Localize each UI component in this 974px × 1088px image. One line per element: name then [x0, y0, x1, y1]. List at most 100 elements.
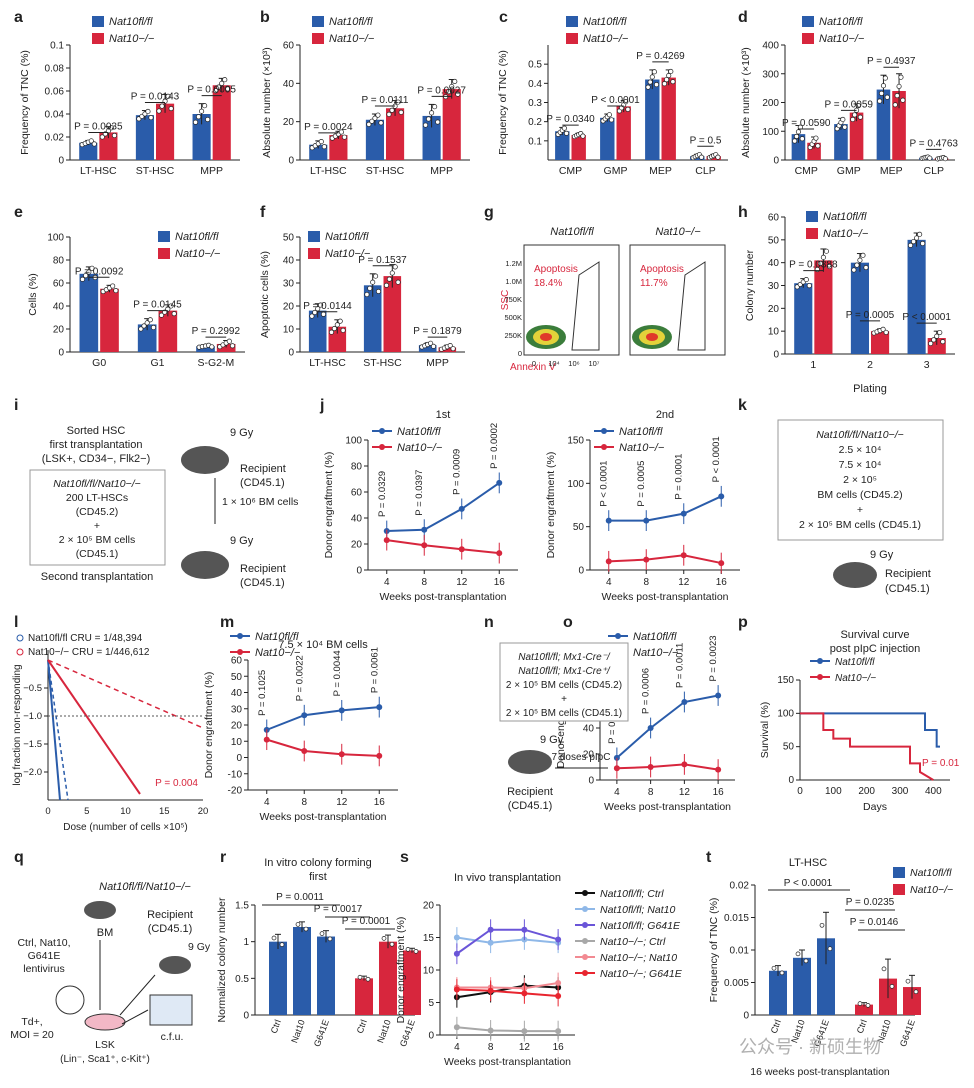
data-point [111, 132, 118, 139]
schematic-text: Recipient [147, 909, 193, 921]
data-point [487, 926, 494, 933]
x-tick-label: Nat10 [289, 1018, 307, 1044]
y-tick-label: −2.0 [23, 767, 42, 778]
y-tick-label: 0.04 [45, 110, 65, 121]
legend-marker [582, 938, 588, 944]
wt-fit [47, 659, 61, 801]
bar-Nat10−/− [892, 91, 906, 160]
y-tick-label: 40 [53, 302, 65, 313]
data-point [942, 156, 948, 162]
y-tick-label: 60 [53, 279, 65, 290]
p-value: P < 0.0001 [902, 312, 951, 323]
p-value: P = 0.0235 [846, 897, 895, 908]
bar [403, 950, 421, 1015]
legend-swatch [802, 33, 814, 44]
x-tick-label: 16 [716, 577, 728, 588]
ko-ci [47, 659, 204, 729]
data-point [446, 89, 452, 95]
legend-swatch [308, 231, 320, 242]
y-tick-label: 20 [231, 721, 243, 732]
y-tick-label: 60 [351, 488, 363, 499]
legend-label: Nat10−/− [175, 248, 221, 260]
schematic-text: 200 LT-HSCs [66, 492, 128, 504]
bar-Nat10fl/fl [365, 119, 384, 160]
x-tick-label: 16 [374, 797, 386, 808]
x-axis-label: 16 weeks post-transplantation [750, 1066, 890, 1078]
schematic-i: Sorted HSC first transplantation (LSK+, CD… [29, 425, 298, 589]
bar [769, 970, 787, 1015]
data-point [386, 111, 392, 117]
series-line [386, 539, 500, 555]
data-point [320, 311, 327, 317]
legend-swatch [308, 248, 320, 259]
flow-title: Nat10−/− [655, 226, 701, 238]
data-point [108, 125, 114, 131]
data-point [141, 323, 147, 329]
p-value: P = 0.0111 [362, 95, 409, 106]
y-tick-label: 10 [283, 325, 295, 336]
data-point [555, 936, 562, 943]
data-point [649, 74, 655, 80]
data-point [883, 329, 889, 335]
data-point [381, 936, 387, 941]
x-tick-label: 20 [198, 806, 209, 817]
data-point [771, 965, 777, 971]
data-point [453, 1024, 460, 1031]
p-value: P < 0.0001 [784, 878, 833, 889]
x-tick-label: 10 [120, 806, 131, 817]
legend-swatch [312, 33, 324, 44]
data-point [422, 122, 429, 128]
legend-marker [379, 428, 385, 434]
y-tick-label: 40 [283, 79, 295, 90]
data-point [447, 343, 453, 349]
legend: Nat10fl/fl Nat10−/− [806, 211, 869, 240]
bar-Nat10fl/fl [645, 79, 660, 160]
schematic-text: (CD45.1) [148, 923, 193, 935]
data-point [271, 935, 277, 941]
data-point [605, 517, 612, 524]
arrow [121, 1009, 149, 1025]
data-point [613, 765, 620, 772]
data-point [301, 712, 308, 719]
p-value: P = 0.0022 [294, 655, 305, 701]
data-point [643, 556, 650, 563]
mouse-icon [159, 956, 191, 974]
x-tick-label: Ctrl [855, 1018, 869, 1035]
y-tick-label: 0.005 [724, 978, 749, 989]
data-point [666, 72, 672, 79]
y-tick-label: 0 [773, 350, 779, 361]
schematic-text: 2 × 10⁵ BM cells (CD45.1) [506, 708, 622, 719]
bar-Nat10fl/fl [876, 89, 891, 160]
data-point [555, 1028, 562, 1035]
y-tick-label: 0.5 [235, 974, 249, 985]
data-point [907, 242, 914, 248]
legend-marker [582, 970, 588, 976]
p-value: P = 0.0011 [674, 643, 685, 688]
data-point [99, 134, 105, 140]
schematic-text: Sorted HSC [67, 425, 126, 437]
x-tick-label: 12 [678, 577, 690, 588]
legend-label: Nat10fl/fl [397, 426, 441, 438]
x-tick-label: Ctrl [769, 1018, 783, 1035]
x-tick-label: 8 [648, 787, 654, 798]
legend-label: Nat10−/− [397, 442, 443, 454]
y-tick-label: 60 [283, 41, 295, 52]
data-point [521, 926, 528, 933]
legend: Nat10fl/fl Nat10−/− [566, 16, 629, 45]
data-point [892, 102, 898, 108]
dose-label: 9 Gy [230, 427, 254, 439]
p-value: P = 0.5 [690, 135, 722, 146]
schematic-text: (CD45.1) [240, 577, 285, 589]
x-tick-label: 5 [84, 806, 89, 817]
p-value: P = 0.0044 [332, 650, 343, 696]
data-point [878, 90, 885, 96]
p-value: P = 0.0011 [276, 892, 324, 903]
data-point [820, 254, 826, 260]
y-tick-label: 0 [588, 776, 594, 787]
x-tick-label: 3 [924, 359, 930, 371]
legend-label: Nat10−/− [109, 33, 155, 45]
data-point [386, 276, 392, 282]
p-value: P = 0.0006 [641, 668, 652, 714]
panel-letter-m: m [220, 614, 234, 631]
flow-y-tick: 1.2M [505, 259, 522, 268]
